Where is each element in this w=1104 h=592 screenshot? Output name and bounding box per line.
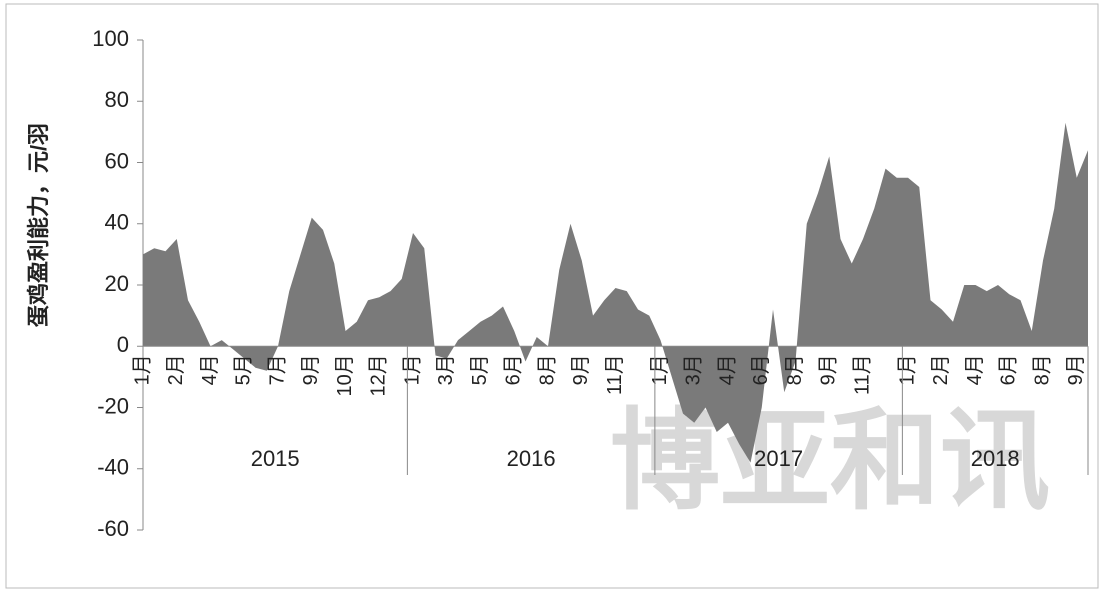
x-tick-label: 2月 bbox=[930, 354, 952, 385]
y-tick-label: 20 bbox=[105, 271, 129, 296]
x-tick-label: 1月 bbox=[401, 354, 423, 385]
x-tick-label: 12月 bbox=[368, 354, 390, 396]
y-tick-label: 40 bbox=[105, 210, 129, 235]
x-tick-label: 5月 bbox=[233, 354, 255, 385]
x-tick-label: 10月 bbox=[334, 354, 356, 396]
y-tick-label: -60 bbox=[97, 516, 129, 541]
x-tick-label: 6月 bbox=[750, 354, 772, 385]
y-tick-label: 60 bbox=[105, 148, 129, 173]
x-tick-label: 8月 bbox=[1031, 354, 1053, 385]
group-label: 2018 bbox=[971, 446, 1020, 471]
x-tick-label: 5月 bbox=[469, 354, 491, 385]
x-tick-label: 4月 bbox=[964, 354, 986, 385]
y-tick-label: 0 bbox=[117, 332, 129, 357]
x-tick-label: 6月 bbox=[998, 354, 1020, 385]
watermark: 博亚和讯 bbox=[610, 400, 1050, 523]
x-tick-label: 6月 bbox=[503, 354, 525, 385]
y-axis-title: 蛋鸡盈利能力，元/羽 bbox=[26, 123, 51, 327]
x-tick-label: 4月 bbox=[199, 354, 221, 385]
group-label: 2017 bbox=[754, 446, 803, 471]
x-tick-label: 4月 bbox=[716, 354, 738, 385]
group-label: 2016 bbox=[507, 446, 556, 471]
x-tick-label: 1月 bbox=[896, 354, 918, 385]
x-tick-label: 8月 bbox=[536, 354, 558, 385]
y-tick-label: -40 bbox=[97, 455, 129, 480]
x-tick-label: 9月 bbox=[1065, 354, 1087, 385]
x-tick-label: 2月 bbox=[165, 354, 187, 385]
x-tick-label: 7月 bbox=[266, 354, 288, 385]
y-tick-label: -20 bbox=[97, 393, 129, 418]
x-tick-label: 9月 bbox=[300, 354, 322, 385]
area bbox=[143, 122, 1088, 463]
x-tick-label: 9月 bbox=[818, 354, 840, 385]
y-tick-label: 80 bbox=[105, 87, 129, 112]
y-tick-label: 100 bbox=[92, 26, 129, 51]
x-tick-label: 11月 bbox=[604, 354, 626, 395]
x-tick-label: 3月 bbox=[683, 354, 705, 385]
x-tick-label: 11月 bbox=[851, 354, 873, 395]
x-tick-label: 1月 bbox=[649, 354, 671, 385]
x-tick-label: 9月 bbox=[570, 354, 592, 385]
x-tick-label: 1月 bbox=[131, 354, 153, 385]
x-tick-label: 8月 bbox=[784, 354, 806, 385]
group-label: 2015 bbox=[251, 446, 300, 471]
x-tick-label: 3月 bbox=[435, 354, 457, 385]
